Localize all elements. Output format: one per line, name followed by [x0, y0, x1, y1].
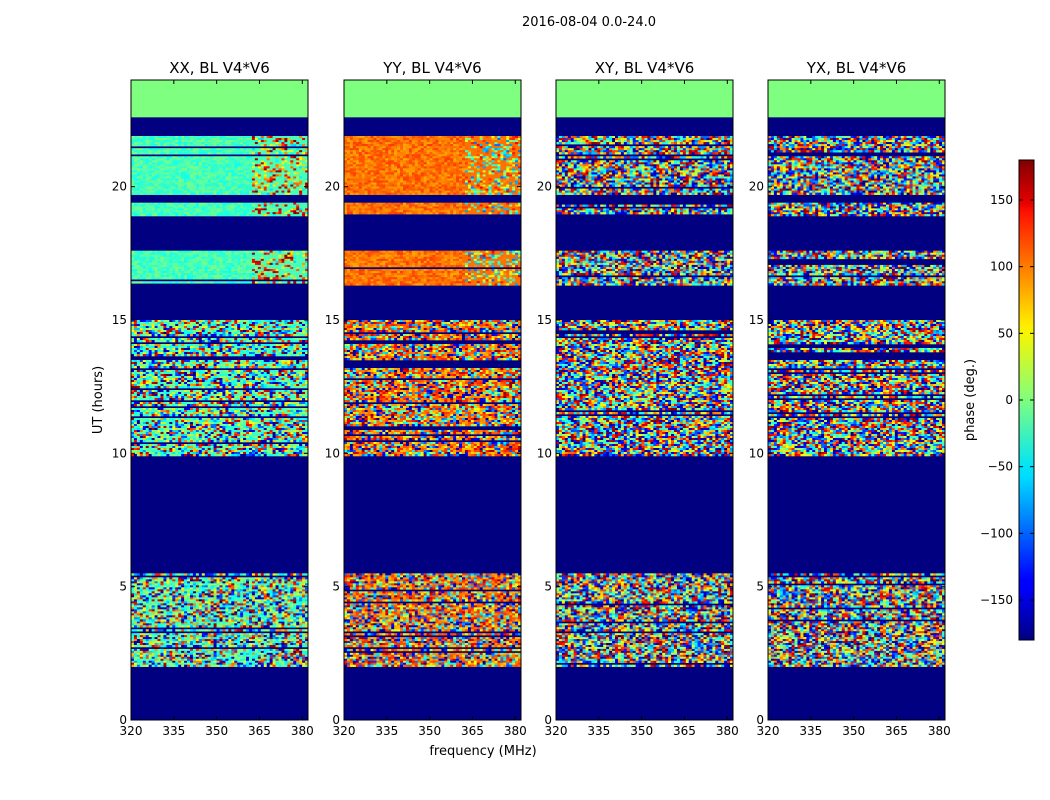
y-tick-label: 15 [112, 313, 127, 327]
data-band [344, 136, 521, 195]
y-tick-label: 5 [544, 580, 552, 594]
data-band [768, 320, 945, 457]
x-tick-label: 320 [545, 724, 568, 738]
x-axis-label: frequency (MHz) [429, 744, 536, 759]
panel-frame [343, 79, 522, 721]
x-tick-label: 320 [333, 724, 356, 738]
panel-title: YX, BL V4*V6 [806, 59, 907, 77]
x-tick-label: 365 [248, 724, 271, 738]
x-tick-label: 350 [842, 724, 865, 738]
panel-image [556, 80, 733, 720]
data-band [768, 621, 945, 667]
x-tick-label: 350 [205, 724, 228, 738]
figure-suptitle: 2016-08-04 0.0-24.0 [522, 15, 656, 30]
y-tick-label: 20 [749, 180, 764, 194]
data-band [131, 573, 308, 622]
x-tick-label: 335 [799, 724, 822, 738]
colorbar-tick-label: 100 [990, 260, 1013, 274]
colorbar-tick-label: 150 [990, 193, 1013, 207]
x-tick-label: 380 [928, 724, 951, 738]
data-band [344, 250, 521, 286]
panel-title: XX, BL V4*V6 [169, 59, 270, 77]
panel-title: XY, BL V4*V6 [595, 59, 695, 77]
data-band [344, 573, 521, 622]
y-tick-label: 15 [537, 313, 552, 327]
colorbar-tick-label: −50 [988, 460, 1013, 474]
x-tick-label: 335 [375, 724, 398, 738]
data-band [768, 573, 945, 620]
panel-image [768, 80, 945, 720]
y-tick-label: 15 [325, 313, 340, 327]
data-band [768, 136, 945, 195]
panel-yx: YX, BL V4*V6 0 5 10 15 20 320 335 350 365 380 [749, 59, 951, 738]
y-tick-label: 10 [537, 446, 552, 460]
no-data-region [556, 80, 733, 118]
data-band [131, 136, 308, 195]
x-tick-label: 320 [757, 724, 780, 738]
x-tick-label: 365 [461, 724, 484, 738]
data-band [131, 250, 308, 284]
y-tick-label: 0 [756, 713, 764, 727]
x-tick-label: 335 [162, 724, 185, 738]
colorbar-ticks: −150 −100 −50 0 50 100 150 [980, 193, 1034, 607]
y-tick-label: 20 [537, 180, 552, 194]
data-band [344, 202, 521, 215]
data-band [344, 621, 521, 667]
data-band [556, 623, 733, 667]
data-band [556, 204, 733, 215]
x-tick-label: 335 [587, 724, 610, 738]
data-band [768, 250, 945, 286]
data-band [131, 320, 308, 457]
panel-frame [130, 79, 309, 721]
panel-frame [767, 79, 946, 721]
y-tick-label: 0 [119, 713, 127, 727]
no-data-region [131, 80, 308, 118]
no-data-region [768, 80, 945, 118]
y-tick-label: 0 [544, 713, 552, 727]
colorbar-tick-label: 0 [1005, 393, 1013, 407]
data-band [556, 136, 733, 195]
data-band [556, 320, 733, 457]
panel-xx: XX, BL V4*V6 0 5 10 15 20 320 335 350 365 380 [112, 59, 314, 738]
panel-yy: YY, BL V4*V6 0 5 10 15 20 320 335 350 365 380 [325, 59, 527, 738]
colorbar-tick-label: −150 [980, 593, 1013, 607]
panel-frame [555, 79, 734, 721]
panel-image [131, 80, 308, 720]
x-tick-label: 350 [630, 724, 653, 738]
y-tick-label: 5 [119, 580, 127, 594]
x-tick-label: 380 [291, 724, 314, 738]
y-tick-label: 0 [332, 713, 340, 727]
x-tick-label: 365 [673, 724, 696, 738]
data-band [556, 573, 733, 622]
data-band [131, 202, 308, 217]
x-tick-label: 380 [716, 724, 739, 738]
panel-image [344, 80, 521, 720]
data-band [344, 320, 521, 457]
colorbar-tick-label: −100 [980, 526, 1013, 540]
y-tick-label: 20 [325, 180, 340, 194]
y-tick-label: 10 [325, 446, 340, 460]
data-band [768, 202, 945, 217]
y-tick-label: 5 [332, 580, 340, 594]
colorbar-label: phase (deg.) [963, 359, 978, 441]
y-tick-label: 15 [749, 313, 764, 327]
x-tick-label: 350 [418, 724, 441, 738]
no-data-region [344, 80, 521, 118]
panel-title: YY, BL V4*V6 [382, 59, 481, 77]
data-band [131, 621, 308, 667]
y-tick-label: 10 [749, 446, 764, 460]
x-tick-label: 320 [120, 724, 143, 738]
y-tick-label: 10 [112, 446, 127, 460]
y-axis-label: UT (hours) [91, 366, 106, 434]
panel-xy: XY, BL V4*V6 0 5 10 15 20 320 335 350 365 380 [537, 59, 739, 738]
colorbar: −150 −100 −50 0 50 100 150 phase (deg.) [963, 159, 1035, 641]
x-tick-label: 380 [504, 724, 527, 738]
y-tick-label: 20 [112, 180, 127, 194]
y-tick-label: 5 [756, 580, 764, 594]
data-band [556, 250, 733, 286]
x-tick-label: 365 [885, 724, 908, 738]
colorbar-tick-label: 50 [998, 326, 1013, 340]
